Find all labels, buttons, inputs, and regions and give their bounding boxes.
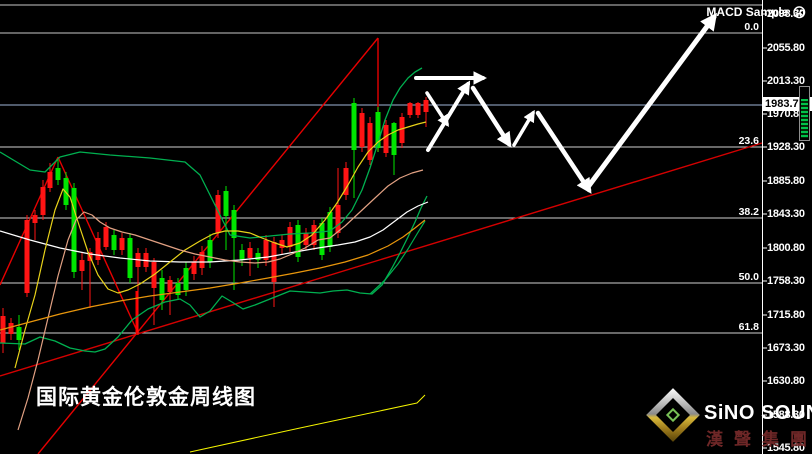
price-axis-label: 1673.30 <box>767 342 805 354</box>
brand-watermark: SiNO SOUND 漢聲集團 <box>640 388 812 452</box>
price-axis-label: 2055.80 <box>767 42 805 54</box>
ea-label-row: MACD Sample ☹ <box>706 5 806 19</box>
price-axis-label: 1715.80 <box>767 309 805 321</box>
price-axis-label: 1800.80 <box>767 242 805 254</box>
fib-level-label: 38.2 <box>738 206 759 218</box>
fib-level-label: 0.0 <box>744 21 759 33</box>
forecast-arrows <box>414 12 718 194</box>
fib-level-label: 61.8 <box>738 321 759 333</box>
price-axis-label: 1545.80 <box>767 442 805 454</box>
price-axis-label: 1885.80 <box>767 175 805 187</box>
brand-name: SiNO SOUND <box>704 402 812 424</box>
price-axis-label: 1758.30 <box>767 275 805 287</box>
ea-smiley-icon[interactable]: ☹ <box>792 4 806 20</box>
price-axis-label: 2098.30 <box>767 8 805 20</box>
brand-name-chinese: 漢聲集團 <box>706 430 812 449</box>
price-axis-label: 2013.30 <box>767 75 805 87</box>
chart-title: 国际黄金伦敦金周线图 <box>36 386 256 409</box>
axis-line-and-ticks <box>762 0 767 454</box>
fib-level-label: 50.0 <box>738 271 759 283</box>
price-axis-label: 1630.80 <box>767 375 805 387</box>
price-axis-label: 1970.80 <box>767 108 805 120</box>
macd-sample-label: MACD Sample <box>706 5 789 19</box>
scale-slider-stripes <box>801 99 808 138</box>
scale-slider[interactable] <box>799 86 810 141</box>
moving-average-lines <box>0 67 429 453</box>
fib-level-label: 23.6 <box>738 135 759 147</box>
price-axis-label: 1588.30 <box>767 409 805 421</box>
price-axis-label: 1843.30 <box>767 208 805 220</box>
price-axis-label: 1928.30 <box>767 141 805 153</box>
candlesticks <box>0 97 429 353</box>
